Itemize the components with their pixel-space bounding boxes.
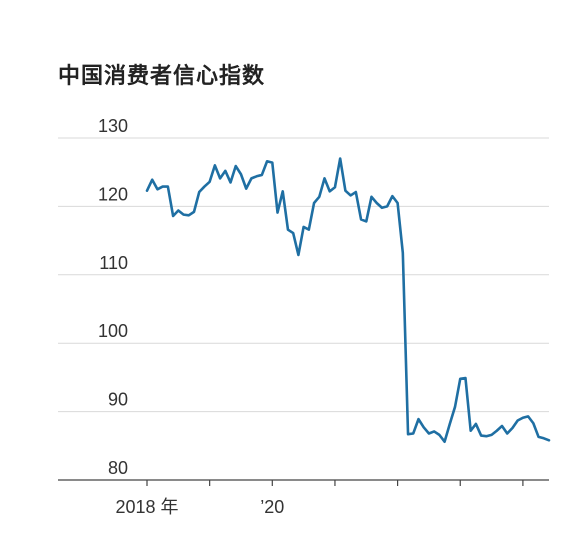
y-tick-label: 80 <box>108 458 128 478</box>
y-tick-label: 130 <box>98 116 128 136</box>
y-tick-label: 120 <box>98 184 128 204</box>
chart-title: 中国消费者信心指数 <box>58 64 266 89</box>
x-tick-label: 2018 年 <box>115 497 178 517</box>
y-tick-label: 90 <box>108 390 128 410</box>
y-tick-label: 100 <box>98 321 128 341</box>
series-line-layer <box>145 157 551 444</box>
y-tick-label: 110 <box>99 253 128 273</box>
grid-lines <box>58 137 549 481</box>
x-axis: 2018 年 ’20 <box>115 480 524 517</box>
y-tick-labels: 80 90 100 110 120 130 <box>98 116 128 478</box>
series-line <box>145 157 551 444</box>
x-tick-label: ’20 <box>260 497 284 517</box>
